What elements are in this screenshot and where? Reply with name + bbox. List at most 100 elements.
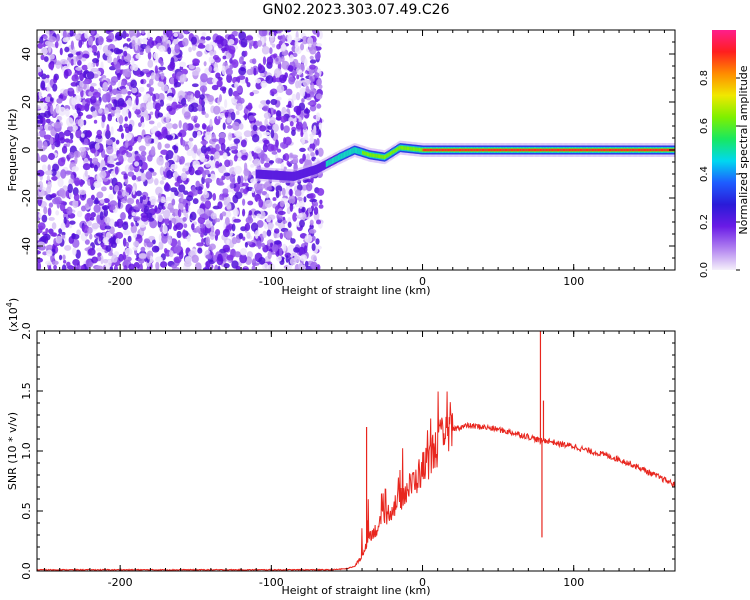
- noise-cell: [63, 216, 67, 226]
- colorbar-ticks: 0.0 0.2 0.4 0.6 0.8: [699, 70, 740, 278]
- signal-core: [432, 148, 434, 152]
- signal-inner: [414, 147, 416, 151]
- noise-cell: [82, 163, 91, 171]
- noise-cell: [199, 152, 206, 162]
- signal-inner: [374, 153, 376, 158]
- signal-core: [587, 148, 589, 152]
- signal-core: [437, 148, 439, 152]
- signal-outer: [296, 170, 299, 180]
- noise-cell: [146, 252, 151, 260]
- noise-cell: [217, 201, 223, 210]
- noise-cell: [222, 188, 229, 195]
- signal-inner: [378, 154, 381, 159]
- noise-cell: [265, 99, 271, 105]
- noise-cell: [233, 208, 239, 217]
- noise-cell: [319, 199, 323, 205]
- noise-cell: [135, 155, 140, 163]
- noise-cell: [106, 38, 113, 43]
- signal-inner: [391, 150, 393, 155]
- noise-cell: [267, 250, 272, 260]
- signal-core: [579, 148, 582, 152]
- noise-cell: [95, 232, 104, 237]
- noise-cell: [113, 264, 118, 270]
- noise-cell: [217, 265, 221, 270]
- bottom-x-axis-label: Height of straight line (km): [281, 584, 430, 597]
- noise-cell: [142, 194, 147, 200]
- noise-cell: [315, 238, 320, 245]
- noise-cell: [37, 153, 40, 163]
- noise-cell: [222, 244, 230, 253]
- noise-cell: [154, 102, 161, 111]
- signal-outer: [300, 169, 302, 179]
- signal-inner: [397, 147, 399, 151]
- signal-mid: [330, 158, 333, 165]
- signal-mid: [347, 150, 350, 157]
- signal-core: [620, 148, 623, 152]
- noise-cell: [143, 205, 150, 215]
- signal-core: [496, 148, 498, 152]
- noise-cell: [258, 30, 267, 37]
- noise-cell: [265, 193, 270, 199]
- noise-cell: [62, 259, 67, 264]
- noise-cell: [62, 254, 66, 261]
- noise-cell: [152, 93, 156, 102]
- noise-cell: [108, 252, 114, 257]
- signal-core: [484, 148, 486, 152]
- noise-cell: [45, 245, 53, 249]
- noise-cell: [125, 33, 129, 37]
- noise-cell: [258, 198, 264, 208]
- noise-cell: [195, 225, 201, 233]
- noise-cell: [122, 221, 129, 231]
- signal-inner: [399, 145, 402, 150]
- noise-cell: [191, 83, 199, 88]
- noise-cell: [225, 68, 233, 76]
- noise-cell: [210, 155, 214, 161]
- signal-core: [645, 148, 647, 152]
- noise-cell: [110, 242, 117, 249]
- signal-core: [571, 148, 573, 152]
- noise-cell: [171, 217, 177, 224]
- noise-cell: [166, 169, 173, 179]
- signal-outer: [311, 166, 313, 176]
- signal-core: [530, 148, 532, 152]
- noise-cell: [287, 34, 293, 44]
- signal-core: [495, 148, 497, 152]
- signal-core: [519, 148, 521, 152]
- signal-mid: [341, 152, 344, 159]
- signal-core: [659, 148, 662, 152]
- signal-core: [605, 148, 607, 152]
- signal-core: [445, 148, 448, 152]
- noise-cell: [296, 196, 303, 201]
- signal-inner: [382, 155, 385, 159]
- noise-cell: [282, 243, 287, 252]
- noise-cell: [151, 245, 160, 253]
- noise-cell: [115, 31, 123, 41]
- x-tick-label: -100: [259, 275, 284, 288]
- signal-core: [466, 148, 468, 152]
- noise-cell: [87, 62, 94, 70]
- y-tick-label: 1.0: [20, 442, 33, 460]
- noise-cell: [204, 200, 212, 210]
- noise-cell: [87, 47, 93, 53]
- noise-cell: [166, 95, 173, 101]
- noise-cell: [304, 234, 313, 244]
- signal-core: [470, 148, 473, 152]
- noise-cell: [173, 256, 182, 264]
- noise-cell: [94, 142, 100, 150]
- signal-outer: [274, 170, 277, 180]
- noise-cell: [266, 264, 275, 270]
- signal-core: [566, 148, 569, 152]
- signal-core: [455, 148, 457, 152]
- noise-cell: [256, 220, 264, 228]
- spectrogram-cells: [37, 30, 675, 270]
- noise-cell: [173, 245, 182, 254]
- noise-cell: [289, 202, 294, 212]
- noise-cell: [37, 228, 43, 234]
- noise-cell: [288, 76, 296, 85]
- noise-cell: [285, 88, 293, 96]
- noise-cell: [234, 131, 243, 138]
- noise-cell: [223, 263, 230, 269]
- noise-cell: [90, 30, 96, 35]
- noise-cell: [211, 138, 219, 143]
- signal-core: [600, 148, 602, 152]
